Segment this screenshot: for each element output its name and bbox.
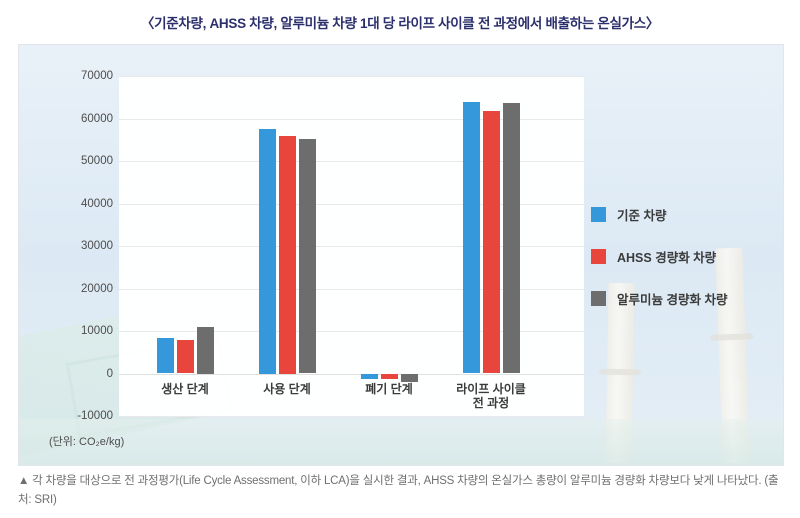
bar	[502, 103, 520, 374]
legend-item[interactable]: 알루미늄 경량화 차량	[591, 289, 727, 308]
bars-layer	[119, 76, 584, 416]
bar	[360, 373, 378, 380]
chart-title-bar: 〈기준차량, AHSS 차량, 알루미늄 차량 1대 당 라이프 사이클 전 과…	[0, 0, 800, 44]
y-axis-tick-label: 10000	[81, 325, 113, 337]
y-axis-tick-label: -10000	[77, 410, 113, 422]
page-title: 〈기준차량, AHSS 차량, 알루미늄 차량 1대 당 라이프 사이클 전 과…	[140, 16, 660, 31]
background-ground	[19, 419, 783, 465]
x-axis-tick-label: 폐기 단계	[365, 381, 413, 396]
x-axis-tick-label: 생산 단계	[161, 381, 209, 396]
gridline	[119, 373, 584, 375]
legend-item-label: AHSS 경량화 차량	[617, 251, 717, 265]
y-axis-tick-label: 20000	[81, 282, 113, 295]
bar	[462, 102, 480, 374]
gridline	[119, 331, 584, 332]
bar	[400, 373, 418, 382]
bar	[176, 339, 194, 374]
bar	[156, 337, 174, 374]
y-axis-tick-label: 50000	[81, 155, 113, 167]
y-axis-tick-label: 0	[106, 367, 113, 380]
y-axis-tick-label: 30000	[81, 240, 113, 252]
bar	[278, 135, 296, 374]
gridline	[119, 161, 584, 162]
gridline	[119, 288, 584, 290]
legend-swatch-icon	[591, 249, 606, 264]
bar	[196, 326, 214, 374]
x-axis-tick-label: 라이프 사이클 전 과정	[456, 381, 526, 411]
figure-caption: ▲ 각 차량을 대상으로 전 과정평가(Life Cycle Assessmen…	[18, 475, 779, 506]
bar	[380, 373, 398, 380]
gridline	[119, 246, 584, 247]
gridline	[119, 416, 584, 417]
bar	[482, 111, 500, 374]
legend-item-label: 기준 차량	[617, 209, 667, 223]
legend-item[interactable]: 기준 차량	[591, 205, 727, 224]
y-axis-tick-label: 40000	[81, 197, 113, 210]
legend-swatch-icon	[591, 207, 606, 222]
y-axis-tick-label: 60000	[81, 112, 113, 125]
gridline	[119, 76, 584, 77]
y-axis-tick-label: 70000	[81, 70, 113, 82]
bar	[258, 129, 276, 374]
gridline	[119, 118, 584, 120]
gridline	[119, 203, 584, 205]
plot-area	[119, 76, 584, 417]
legend-swatch-icon	[591, 291, 606, 306]
axis-unit-label: (단위: CO₂e/kg)	[49, 436, 125, 448]
legend-item[interactable]: AHSS 경량화 차량	[591, 247, 727, 266]
x-axis-tick-label: 사용 단계	[263, 381, 311, 396]
legend-item-label: 알루미늄 경량화 차량	[617, 293, 728, 307]
bar	[298, 138, 316, 374]
chart-figure: 70000 60000 50000 40000 30000 20000 10000 0 -100…	[18, 44, 784, 466]
